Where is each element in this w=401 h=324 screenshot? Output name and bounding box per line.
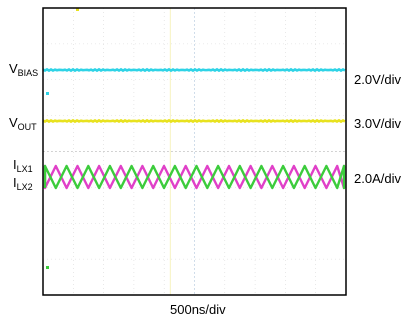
scale-label-ilx: 2.0A/div <box>354 171 401 186</box>
trace-label-ilx1: ILX1 <box>13 157 33 174</box>
trace-label-vbias: VBIAS <box>9 61 39 78</box>
scope-grid <box>43 8 346 295</box>
scale-label-vout: 3.0V/div <box>354 116 401 131</box>
scale-label-vbias: 2.0V/div <box>354 72 401 87</box>
trigger-marker <box>76 8 79 11</box>
time-scale-label: 500ns/div <box>170 302 226 317</box>
trace-label-vout: VOUT <box>9 115 37 132</box>
trace-vbias <box>42 67 346 73</box>
scope-traces <box>42 8 346 269</box>
marker-ch4 <box>46 266 49 269</box>
trace-label-ilx2: ILX2 <box>13 175 33 192</box>
trace-vout <box>42 118 346 124</box>
scope-frame <box>42 7 347 296</box>
marker-ch1 <box>46 92 49 95</box>
trace-ilx2 <box>43 164 346 190</box>
